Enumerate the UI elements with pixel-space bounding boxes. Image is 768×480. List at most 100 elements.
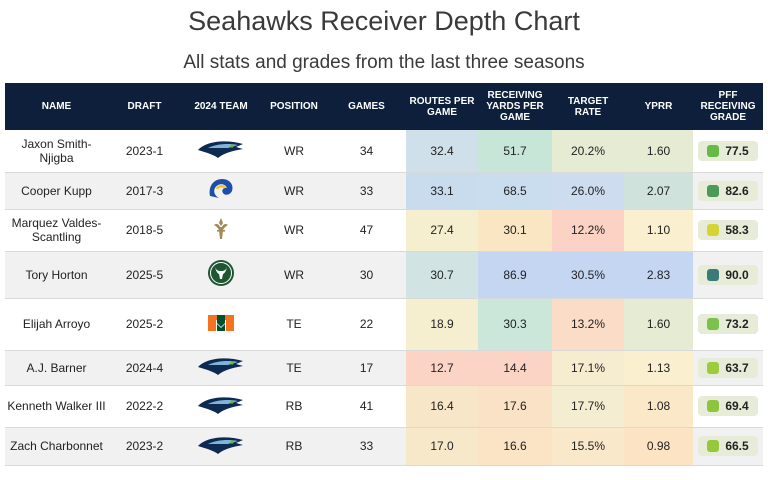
- player-name: Cooper Kupp: [5, 172, 108, 209]
- draft-pick: 2017-3: [108, 172, 181, 209]
- position: WR: [261, 172, 327, 209]
- pff-grade-value: 90.0: [725, 267, 749, 282]
- col-header-routes: ROUTES PER GAME: [406, 83, 478, 130]
- seahawks-logo-icon: [196, 394, 246, 419]
- draft-pick: 2024-4: [108, 350, 181, 385]
- team-logo-cell: [181, 298, 261, 350]
- target-rate: 15.5%: [552, 427, 624, 465]
- position: RB: [261, 385, 327, 427]
- routes-per-game: 17.0: [406, 427, 478, 465]
- team-logo-cell: [181, 130, 261, 172]
- yprr: 2.83: [624, 251, 693, 298]
- games: 34: [327, 130, 406, 172]
- position: RB: [261, 427, 327, 465]
- draft-pick: 2018-5: [108, 209, 181, 251]
- yprr: 1.13: [624, 350, 693, 385]
- miami-logo-icon: [206, 312, 236, 337]
- routes-per-game: 18.9: [406, 298, 478, 350]
- col-header-position: POSITION: [261, 83, 327, 130]
- team-logo-cell: [181, 350, 261, 385]
- routes-per-game: 16.4: [406, 385, 478, 427]
- target-rate: 17.1%: [552, 350, 624, 385]
- player-name: Tory Horton: [5, 251, 108, 298]
- seahawks-logo-icon: [196, 355, 246, 380]
- yprr: 1.08: [624, 385, 693, 427]
- player-name: Zach Charbonnet: [5, 427, 108, 465]
- pff-grade-value: 82.6: [725, 183, 749, 198]
- table-row: A.J. Barner 2024-4 TE 17 12.7 14.4 17.1% 1.13 63…: [5, 350, 763, 385]
- position: TE: [261, 298, 327, 350]
- grade-indicator-icon: [707, 184, 720, 197]
- table-row: Cooper Kupp 2017-3 WR 33 33.1 68.5 26.0% 2.07 82…: [5, 172, 763, 209]
- player-name: Elijah Arroyo: [5, 298, 108, 350]
- col-header-team: 2024 TEAM: [181, 83, 261, 130]
- games: 41: [327, 385, 406, 427]
- player-name: Jaxon Smith-Njigba: [5, 130, 108, 172]
- routes-per-game: 27.4: [406, 209, 478, 251]
- routes-per-game: 30.7: [406, 251, 478, 298]
- target-rate: 26.0%: [552, 172, 624, 209]
- yprr: 0.98: [624, 427, 693, 465]
- col-header-draft: DRAFT: [108, 83, 181, 130]
- routes-per-game: 33.1: [406, 172, 478, 209]
- team-logo-cell: [181, 427, 261, 465]
- receiving-yards-per-game: 68.5: [478, 172, 552, 209]
- yprr: 1.10: [624, 209, 693, 251]
- target-rate: 13.2%: [552, 298, 624, 350]
- target-rate: 12.2%: [552, 209, 624, 251]
- grade-badge: 73.2: [698, 314, 758, 334]
- grade-badge: 63.7: [698, 357, 758, 378]
- table-row: Zach Charbonnet 2023-2 RB 33 17.0 16.6 15.5% 0.…: [5, 427, 763, 465]
- grade-badge: 90.0: [698, 264, 758, 285]
- receiving-yards-per-game: 30.3: [478, 298, 552, 350]
- player-name: Kenneth Walker III: [5, 385, 108, 427]
- pff-grade-value: 69.4: [725, 399, 749, 413]
- receiving-yards-per-game: 14.4: [478, 350, 552, 385]
- grade-cell: 58.3: [693, 209, 763, 251]
- pff-grade-value: 63.7: [725, 360, 749, 375]
- yprr: 2.07: [624, 172, 693, 209]
- table-header-row: NAME DRAFT 2024 TEAM POSITION GAMES ROUT…: [5, 83, 763, 130]
- rams-logo-icon: [206, 176, 236, 205]
- grade-indicator-icon: [707, 224, 720, 236]
- table-row: Elijah Arroyo 2025-2 TE 22 18.9 30.3 13.2% 1.60…: [5, 298, 763, 350]
- seahawks-logo-icon: [196, 434, 246, 459]
- grade-indicator-icon: [707, 400, 720, 412]
- receiving-yards-per-game: 17.6: [478, 385, 552, 427]
- grade-indicator-icon: [707, 318, 720, 330]
- routes-per-game: 32.4: [406, 130, 478, 172]
- page-title: Seahawks Receiver Depth Chart: [188, 6, 580, 36]
- draft-pick: 2023-2: [108, 427, 181, 465]
- colorado-state-logo-icon: [207, 259, 235, 290]
- player-name: Marquez Valdes-Scantling: [5, 209, 108, 251]
- grade-cell: 73.2: [693, 298, 763, 350]
- draft-pick: 2022-2: [108, 385, 181, 427]
- target-rate: 17.7%: [552, 385, 624, 427]
- saints-logo-icon: [211, 217, 231, 244]
- pff-grade-value: 73.2: [725, 317, 749, 331]
- receiving-yards-per-game: 30.1: [478, 209, 552, 251]
- grade-cell: 77.5: [693, 130, 763, 172]
- pff-grade-value: 58.3: [725, 223, 749, 237]
- col-header-yards: RECEIVING YARDS PER GAME: [478, 83, 552, 130]
- draft-pick: 2025-5: [108, 251, 181, 298]
- page-subtitle: All stats and grades from the last three…: [183, 52, 585, 73]
- seahawks-logo-icon: [196, 138, 246, 163]
- col-header-games: GAMES: [327, 83, 406, 130]
- grade-badge: 66.5: [698, 436, 758, 456]
- grade-badge: 77.5: [698, 140, 758, 161]
- target-rate: 20.2%: [552, 130, 624, 172]
- team-logo-cell: [181, 172, 261, 209]
- receiving-yards-per-game: 51.7: [478, 130, 552, 172]
- grade-indicator-icon: [707, 361, 720, 374]
- draft-pick: 2025-2: [108, 298, 181, 350]
- table-row: Tory Horton 2025-5 WR 30 30.7 86.9 30.5% 2.83 90…: [5, 251, 763, 298]
- grade-cell: 90.0: [693, 251, 763, 298]
- yprr: 1.60: [624, 130, 693, 172]
- grade-badge: 69.4: [698, 396, 758, 416]
- col-header-target: TARGET RATE: [552, 83, 624, 130]
- games: 33: [327, 427, 406, 465]
- player-name: A.J. Barner: [5, 350, 108, 385]
- yprr: 1.60: [624, 298, 693, 350]
- position: TE: [261, 350, 327, 385]
